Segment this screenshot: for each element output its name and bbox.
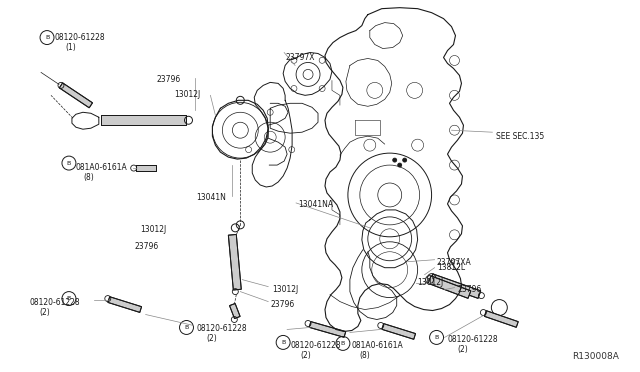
Text: (1): (1) [65,42,76,52]
Text: 23796: 23796 [157,76,181,84]
Circle shape [397,163,402,167]
Text: 13012J: 13012J [175,90,201,99]
Polygon shape [309,322,346,337]
Polygon shape [136,165,156,171]
Circle shape [393,158,397,162]
Polygon shape [60,83,93,108]
Text: B: B [184,325,189,330]
Text: 08120-61228: 08120-61228 [55,33,106,42]
Polygon shape [484,311,518,327]
Polygon shape [230,304,240,318]
Polygon shape [101,115,186,125]
Text: B: B [67,161,71,166]
Text: B: B [340,341,345,346]
Text: 08120-61228: 08120-61228 [29,298,80,307]
Text: 081A0-6161A: 081A0-6161A [352,341,404,350]
Text: (2): (2) [207,334,217,343]
Text: 08120-61228: 08120-61228 [290,341,340,350]
Text: 23796: 23796 [134,242,159,251]
Text: (8): (8) [83,173,93,182]
Polygon shape [228,234,241,290]
Text: 08120-61228: 08120-61228 [196,324,247,333]
Text: 23796: 23796 [458,285,482,294]
Text: 23796: 23796 [270,299,294,309]
Polygon shape [428,276,471,298]
Text: B: B [45,35,49,40]
Circle shape [403,158,406,162]
Text: 08120-61228: 08120-61228 [447,336,498,344]
Text: 13041N: 13041N [196,193,227,202]
Text: (2): (2) [39,308,50,317]
Text: 081A0-6161A: 081A0-6161A [76,163,127,172]
Text: B: B [67,296,71,301]
Text: (2): (2) [300,352,311,360]
Polygon shape [430,274,481,298]
Text: 13012J: 13012J [141,225,167,234]
Text: 23797XA: 23797XA [436,258,471,267]
Text: 13012J: 13012J [272,285,298,294]
Polygon shape [382,324,415,339]
Text: (2): (2) [458,346,468,355]
Text: 13812L: 13812L [438,263,466,272]
Text: 13012J: 13012J [418,278,444,287]
Text: B: B [281,340,285,345]
Text: 23797X: 23797X [285,52,315,61]
Text: R130008A: R130008A [572,352,619,361]
Text: SEE SEC.135: SEE SEC.135 [497,132,545,141]
Text: 13041NA: 13041NA [298,200,333,209]
Polygon shape [108,297,141,312]
Text: (8): (8) [360,352,371,360]
Text: B: B [435,335,438,340]
